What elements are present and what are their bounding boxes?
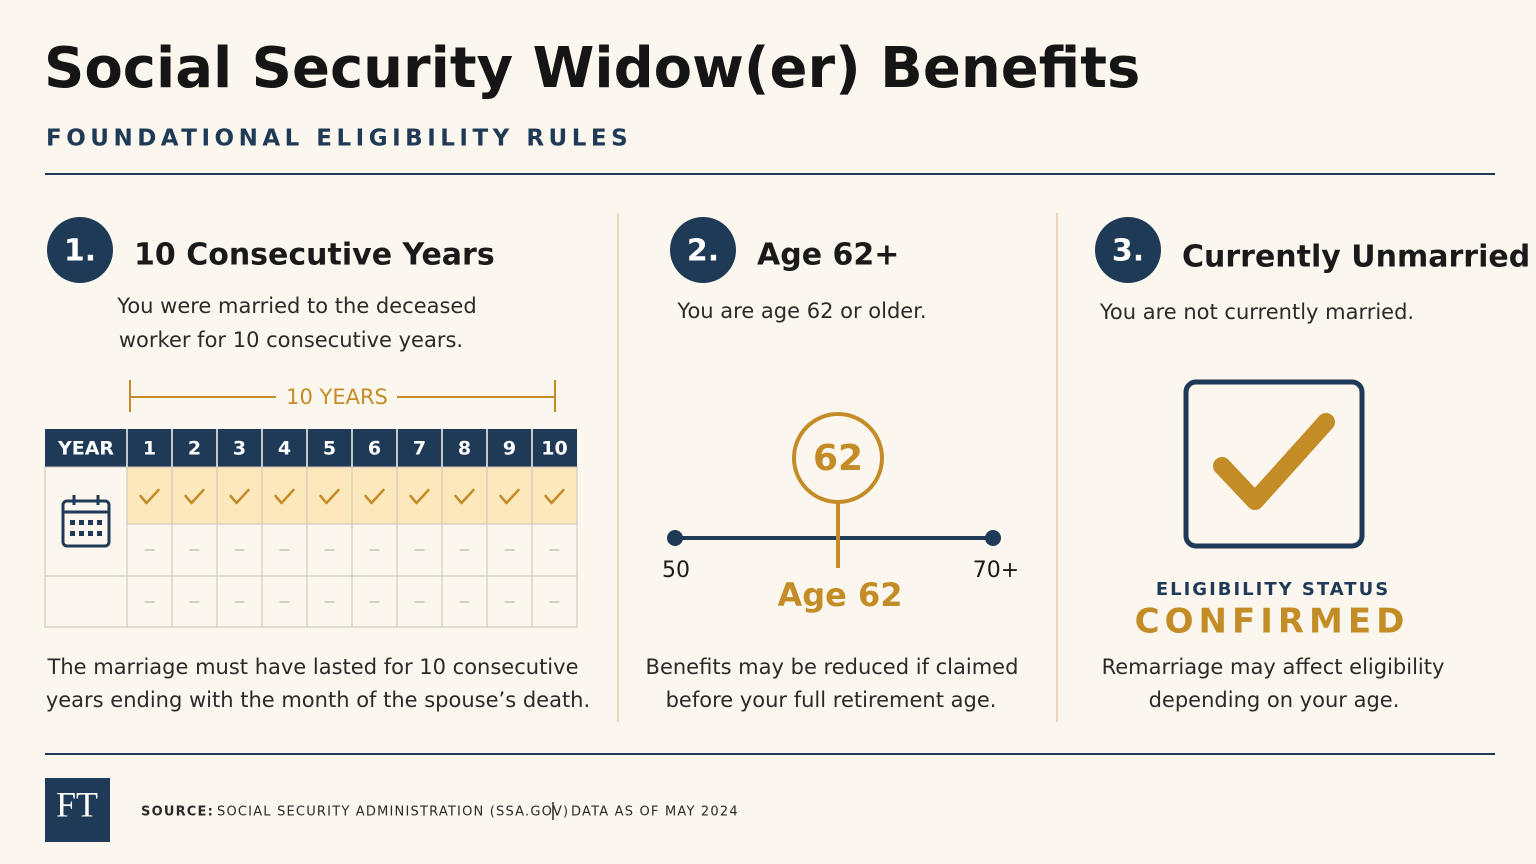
- title: Social Security Widow(er) Benefits: [44, 36, 1140, 101]
- table-header-row: [45, 429, 577, 467]
- calendar-icon: [61, 495, 111, 548]
- step-number: 3.: [1112, 234, 1144, 269]
- scale-end: [985, 530, 1001, 546]
- check: [454, 488, 475, 505]
- span-label: 10 YEARS: [286, 385, 388, 409]
- check: [499, 488, 520, 505]
- source: SOCIAL SECURITY ADMINISTRATION (SSA.GOV): [217, 805, 569, 820]
- check: [409, 488, 430, 505]
- step-number: 2.: [687, 234, 719, 269]
- note: Benefits may be reduced if claimed: [646, 655, 1019, 679]
- logo-box: [45, 778, 110, 842]
- span-bracket: [129, 380, 556, 412]
- check-icon: [1213, 413, 1335, 510]
- check: [229, 488, 250, 505]
- calendar-day: [97, 520, 102, 525]
- check: [364, 488, 385, 505]
- step-badge: [670, 217, 736, 283]
- status: CONFIRMED: [1135, 602, 1410, 642]
- scale-start: 50: [662, 558, 690, 583]
- scale-end: [667, 530, 683, 546]
- description: worker for 10 consecutive years.: [119, 328, 463, 352]
- description: You are age 62 or older.: [676, 299, 926, 323]
- date: DATA AS OF MAY 2024: [571, 805, 739, 820]
- check: [544, 488, 565, 505]
- table-header-cell: 4: [278, 438, 291, 460]
- subtitle: FOUNDATIONAL ELIGIBILITY RULES: [46, 126, 632, 152]
- table-header-cell: 10: [541, 438, 567, 460]
- calendar-day: [70, 520, 75, 525]
- note: The marriage must have lasted for 10 con…: [47, 655, 579, 679]
- marker-value: 62: [813, 438, 863, 479]
- note: years ending with the month of the spous…: [46, 688, 590, 712]
- note: before your full retirement age.: [666, 688, 997, 712]
- note: depending on your age.: [1149, 688, 1400, 712]
- table-header-cell: 3: [233, 438, 246, 460]
- year-table: YEAR 1 2 3 4 5 6 7 8 9 10: [44, 429, 578, 628]
- status-label: ELIGIBILITY STATUS: [1156, 579, 1390, 600]
- calendar-day: [79, 531, 84, 536]
- table-header-cell: YEAR: [57, 438, 114, 460]
- description: You were married to the deceased: [116, 294, 476, 318]
- calendar-day: [70, 531, 75, 536]
- step-badge: [47, 217, 113, 283]
- description: You are not currently married.: [1099, 300, 1414, 324]
- table-header-cell: 1: [143, 438, 156, 460]
- scale-end-label: 70+: [973, 558, 1019, 583]
- table-body: [44, 466, 578, 628]
- check: [184, 488, 205, 505]
- calendar-day: [97, 531, 102, 536]
- check: [274, 488, 295, 505]
- table-header-cell: 8: [458, 438, 471, 460]
- table-header-cell: 5: [323, 438, 336, 460]
- check: [319, 488, 340, 505]
- marker-circle: [792, 412, 884, 504]
- calendar-body: [61, 499, 111, 548]
- calendar-day: [79, 520, 84, 525]
- checkbox: [1183, 379, 1365, 549]
- marker-label: Age 62: [777, 576, 902, 614]
- step-badge: [1095, 217, 1161, 283]
- calendar-day: [88, 531, 93, 536]
- note: Remarriage may affect eligibility: [1102, 655, 1445, 679]
- step-number: 1.: [64, 234, 96, 269]
- source-label: SOURCE:: [141, 805, 214, 820]
- table-header-cell: 6: [368, 438, 381, 460]
- calendar-day: [88, 520, 93, 525]
- check: [139, 488, 160, 505]
- table-header-cell: 9: [503, 438, 516, 460]
- logo: FT: [56, 784, 98, 824]
- table-header-cell: 7: [413, 438, 426, 460]
- table-header-cell: 2: [188, 438, 201, 460]
- step-heading: 10 Consecutive Years: [134, 238, 495, 273]
- step-heading: Age 62+: [757, 238, 899, 273]
- step-heading: Currently Unmarried: [1182, 240, 1530, 275]
